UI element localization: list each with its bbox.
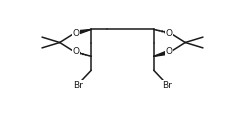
Polygon shape: [74, 29, 91, 35]
Text: O: O: [72, 47, 79, 56]
Text: O: O: [72, 29, 79, 38]
Polygon shape: [154, 50, 171, 56]
Text: O: O: [166, 29, 173, 38]
Text: Br: Br: [162, 81, 172, 90]
Text: Br: Br: [73, 81, 83, 90]
Text: O: O: [166, 47, 173, 56]
